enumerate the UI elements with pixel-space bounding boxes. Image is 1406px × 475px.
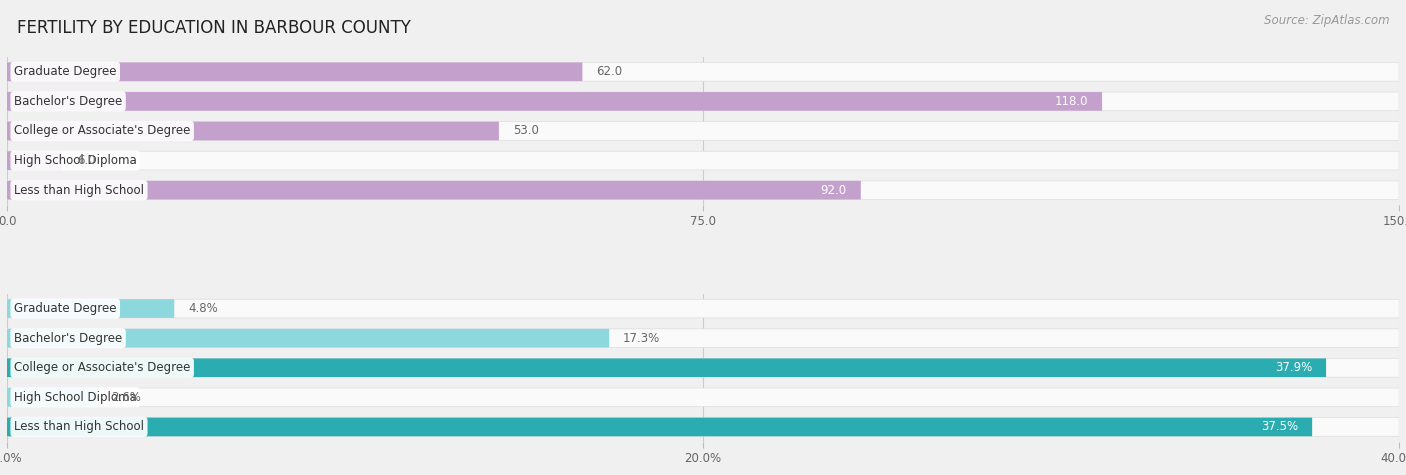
FancyBboxPatch shape (7, 63, 582, 81)
Text: High School Diploma: High School Diploma (14, 154, 136, 167)
Text: Bachelor's Degree: Bachelor's Degree (14, 332, 122, 345)
FancyBboxPatch shape (7, 63, 1399, 81)
FancyBboxPatch shape (7, 299, 1399, 318)
Text: Less than High School: Less than High School (14, 184, 143, 197)
Text: Graduate Degree: Graduate Degree (14, 65, 117, 78)
FancyBboxPatch shape (7, 92, 1399, 111)
Text: Source: ZipAtlas.com: Source: ZipAtlas.com (1264, 14, 1389, 27)
Text: 37.5%: 37.5% (1261, 420, 1298, 434)
FancyBboxPatch shape (7, 122, 499, 140)
Text: College or Associate's Degree: College or Associate's Degree (14, 361, 190, 374)
FancyBboxPatch shape (7, 388, 97, 407)
Text: Less than High School: Less than High School (14, 420, 143, 434)
Text: 6.0: 6.0 (77, 154, 96, 167)
Text: 118.0: 118.0 (1054, 95, 1088, 108)
Text: Graduate Degree: Graduate Degree (14, 302, 117, 315)
FancyBboxPatch shape (7, 122, 1399, 140)
Text: 53.0: 53.0 (513, 124, 538, 137)
FancyBboxPatch shape (7, 151, 1399, 170)
Text: FERTILITY BY EDUCATION IN BARBOUR COUNTY: FERTILITY BY EDUCATION IN BARBOUR COUNTY (17, 19, 411, 37)
Text: College or Associate's Degree: College or Associate's Degree (14, 124, 190, 137)
Text: Bachelor's Degree: Bachelor's Degree (14, 95, 122, 108)
FancyBboxPatch shape (7, 329, 1399, 348)
Text: 62.0: 62.0 (596, 65, 623, 78)
FancyBboxPatch shape (7, 151, 63, 170)
FancyBboxPatch shape (7, 418, 1312, 436)
FancyBboxPatch shape (7, 359, 1326, 377)
Text: 37.9%: 37.9% (1275, 361, 1312, 374)
FancyBboxPatch shape (7, 359, 1399, 377)
FancyBboxPatch shape (7, 418, 1399, 436)
FancyBboxPatch shape (7, 181, 1399, 200)
FancyBboxPatch shape (7, 299, 174, 318)
Text: 4.8%: 4.8% (188, 302, 218, 315)
FancyBboxPatch shape (7, 329, 609, 348)
FancyBboxPatch shape (7, 388, 1399, 407)
FancyBboxPatch shape (7, 92, 1102, 111)
FancyBboxPatch shape (7, 181, 860, 200)
Text: 92.0: 92.0 (821, 184, 846, 197)
Text: High School Diploma: High School Diploma (14, 391, 136, 404)
Text: 17.3%: 17.3% (623, 332, 661, 345)
Text: 2.6%: 2.6% (111, 391, 141, 404)
